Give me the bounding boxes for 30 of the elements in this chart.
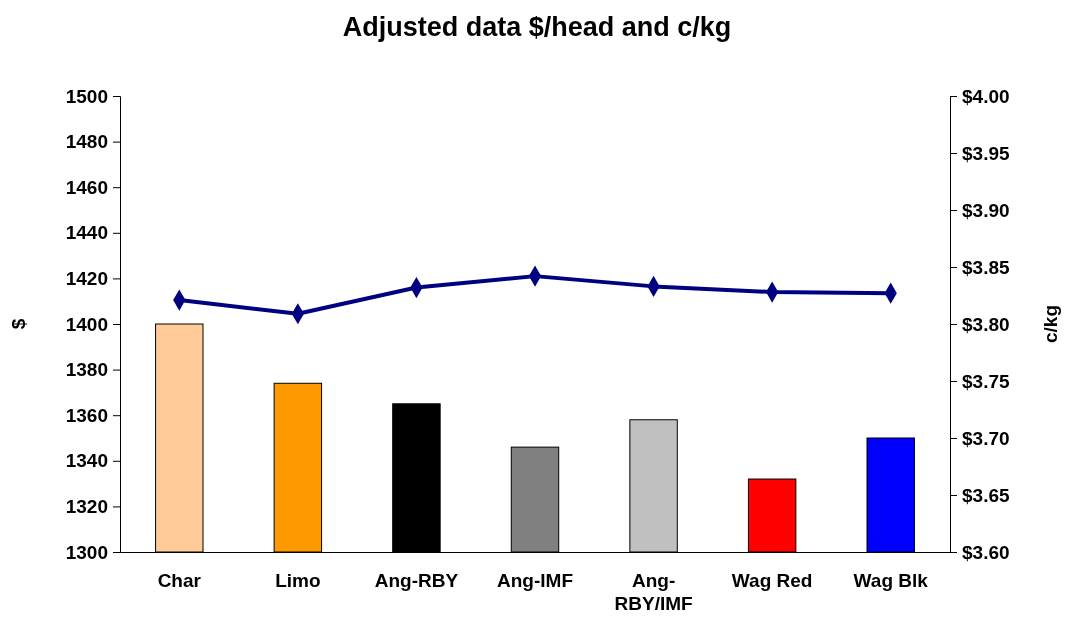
x-tick-label: Ang-IMF (497, 570, 573, 592)
y-tick-label: 1420 (65, 267, 108, 289)
y-tick-label: 1340 (65, 450, 108, 472)
y-tick-label: 1480 (65, 131, 108, 153)
x-tick-label: Char (157, 570, 202, 592)
y2-tick-label: $3.60 (962, 541, 1010, 563)
x-tick-label: Wag Blk (853, 570, 929, 592)
chart-title: Adjusted data $/head and c/kg (342, 12, 732, 42)
y2-axis-title: c/kg (1040, 304, 1061, 344)
y-tick-label: 1500 (65, 85, 108, 107)
y-tick-label: 1300 (65, 541, 108, 563)
y-tick-label: 1380 (65, 359, 108, 381)
x-tick-label: Wag Red (731, 570, 813, 592)
y-tick-label: 1440 (65, 222, 108, 244)
y2-tick-label: $3.65 (962, 484, 1010, 506)
y2-tick-label: $3.75 (962, 370, 1010, 392)
y2-tick-label: $4.00 (962, 85, 1010, 107)
y2-tick-label: $3.80 (962, 313, 1010, 335)
y-tick-label: 1460 (65, 176, 108, 198)
y-axis-title: $ (8, 318, 29, 330)
y2-tick-label: $3.95 (962, 142, 1010, 164)
x-tick-label: Ang-RBY (374, 570, 459, 592)
x-tick-label: Ang-RBY/IMF (614, 570, 693, 615)
y-tick-label: 1400 (65, 313, 108, 335)
x-tick-label: Limo (275, 570, 321, 592)
y2-tick-label: $3.90 (962, 199, 1010, 221)
y2-tick-label: $3.85 (962, 256, 1010, 278)
y-tick-label: 1360 (65, 404, 108, 426)
y2-tick-label: $3.70 (962, 427, 1010, 449)
y-tick-label: 1320 (65, 495, 108, 517)
